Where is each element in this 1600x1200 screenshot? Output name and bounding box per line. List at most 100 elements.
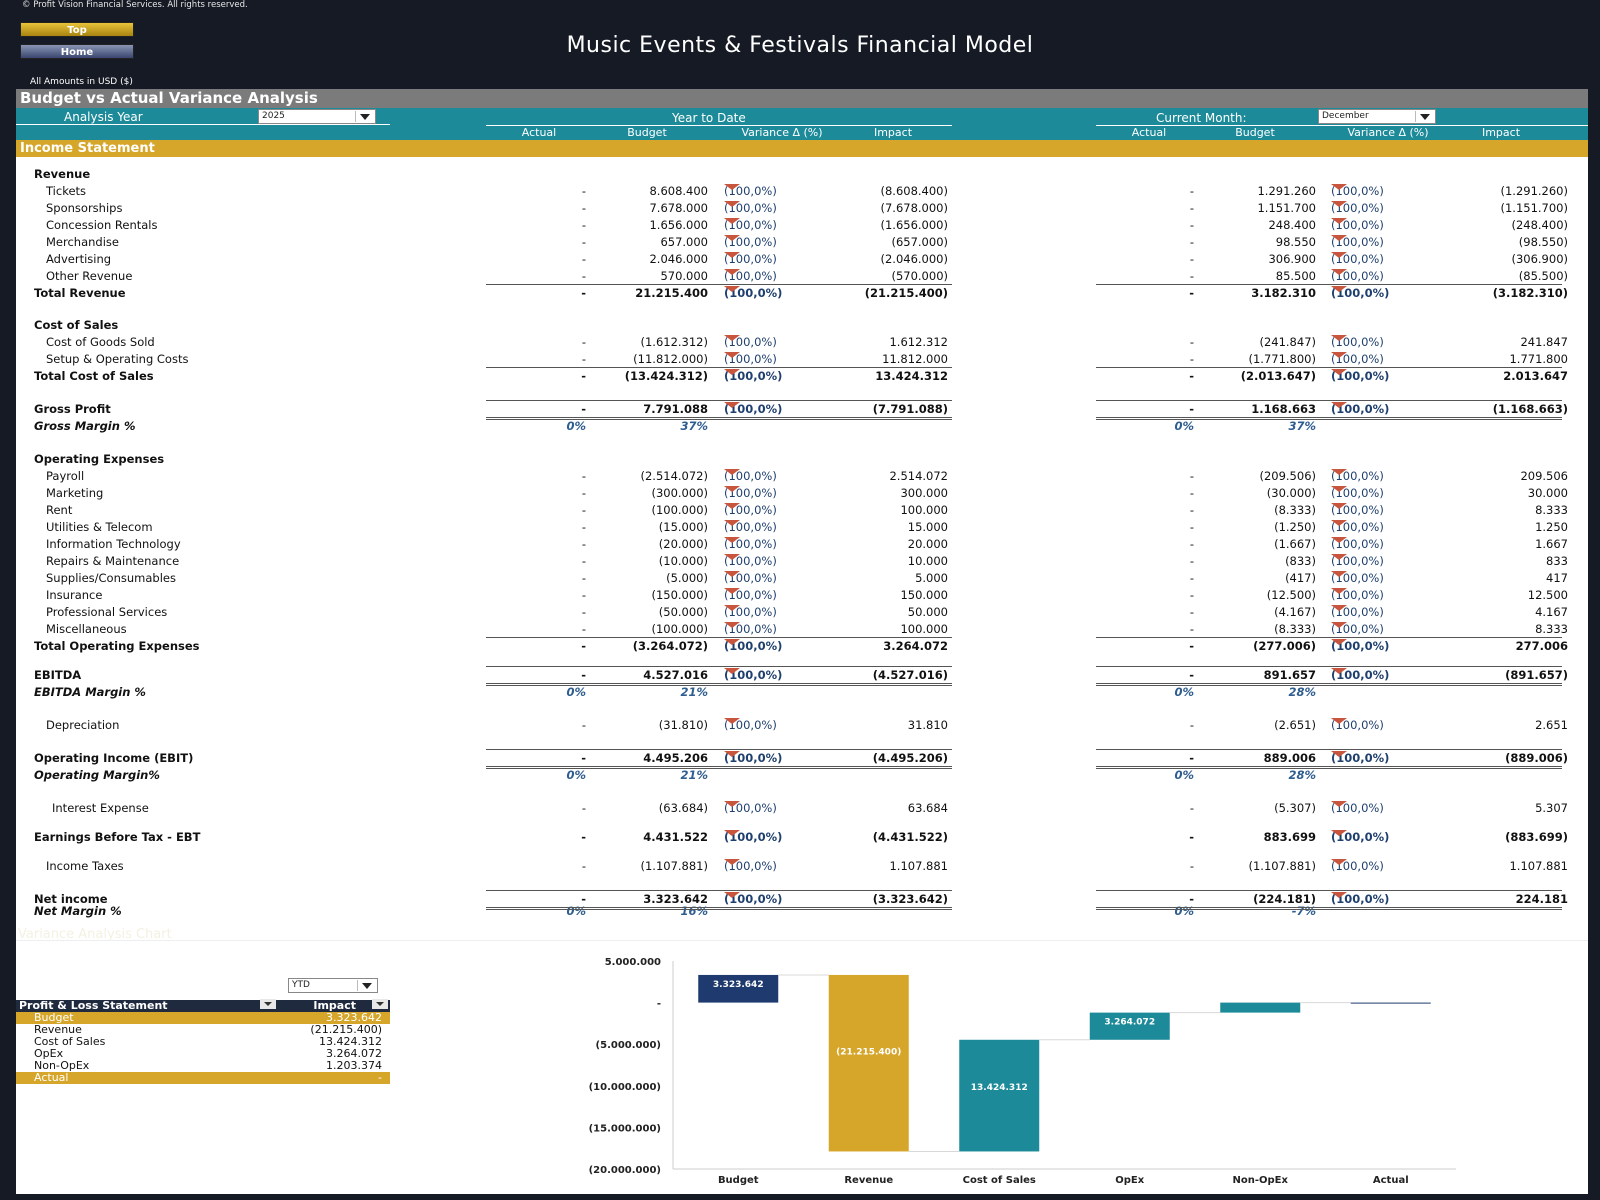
- y-tick-label: -: [657, 999, 661, 1010]
- down-triangle-icon: [1331, 503, 1347, 509]
- current-month-select[interactable]: December: [1318, 109, 1436, 124]
- row-label: Gross Profit: [34, 402, 111, 416]
- cell-mb: (241.847): [1259, 335, 1316, 349]
- cell-mi: (306.900): [1511, 252, 1568, 266]
- cell-ya: -: [581, 718, 586, 732]
- down-triangle-icon: [1331, 801, 1347, 807]
- cell-mi: (98.550): [1518, 235, 1568, 249]
- down-triangle-icon: [1331, 335, 1347, 341]
- cell-yi: 1.107.881: [889, 859, 948, 873]
- cell-yi: (657.000): [891, 235, 948, 249]
- down-triangle-icon: [1331, 184, 1347, 190]
- cell-ma: -: [1189, 892, 1194, 906]
- down-triangle-icon: [1331, 520, 1347, 526]
- cell-ma: -: [1189, 184, 1194, 198]
- cell-yi: (570.000): [891, 269, 948, 283]
- cell-mi: 12.500: [1527, 588, 1568, 602]
- cell-ya: -: [581, 402, 586, 416]
- down-triangle-icon: [724, 469, 740, 475]
- cell-ya: -: [581, 335, 586, 349]
- cell-yb: (100.000): [651, 622, 708, 636]
- down-triangle-icon: [724, 184, 740, 190]
- variance-cell: (100,0%): [1331, 639, 1441, 653]
- pl-row-label: Budget: [34, 1011, 74, 1024]
- period-select[interactable]: YTD: [288, 978, 378, 993]
- filter-dropdown-icon[interactable]: [372, 999, 388, 1009]
- down-triangle-icon: [1331, 235, 1347, 241]
- variance-cell: (100,0%): [724, 218, 834, 232]
- variance-cell: (100,0%): [724, 486, 834, 500]
- variance-cell: (100,0%): [724, 668, 834, 682]
- down-triangle-icon: [1331, 269, 1347, 275]
- cell-mi: 277.006: [1515, 639, 1568, 653]
- pl-header-label: Profit & Loss Statement: [19, 999, 168, 1012]
- cell-ya: 0%: [566, 419, 586, 433]
- cell-mb: 1.291.260: [1257, 184, 1316, 198]
- cell-yi: (1.656.000): [880, 218, 948, 232]
- table-row: Total Cost of Sales - (13.424.312) 13.424.3…: [16, 369, 1588, 385]
- cell-yi: 3.264.072: [883, 639, 948, 653]
- cell-mi: (3.182.310): [1492, 286, 1568, 300]
- down-triangle-icon: [724, 201, 740, 207]
- row-label: EBITDA: [34, 668, 82, 682]
- pl-row-value: 3.323.642: [326, 1011, 382, 1024]
- page-banner: Budget vs Actual Variance Analysis: [16, 89, 1588, 108]
- table-row: Sponsorships - 7.678.000 (7.678.000) - 1.151.…: [16, 201, 1588, 217]
- pl-row-value: 13.424.312: [319, 1035, 382, 1048]
- analysis-year-select[interactable]: 2025: [258, 109, 376, 124]
- row-label: Insurance: [46, 588, 103, 602]
- variance-cell: (100,0%): [1331, 520, 1441, 534]
- row-label: Net Margin %: [34, 904, 122, 918]
- row-label: Information Technology: [46, 537, 181, 551]
- cell-ya: -: [581, 235, 586, 249]
- table-row: Cost of Goods Sold - (1.612.312) 1.612.312 -…: [16, 335, 1588, 351]
- cell-ma: -: [1189, 801, 1194, 815]
- pl-row-label: Cost of Sales: [34, 1035, 106, 1048]
- row-label: Merchandise: [46, 235, 119, 249]
- table-row: Cost of Sales: [16, 318, 1588, 334]
- variance-cell: (100,0%): [1331, 269, 1441, 283]
- analysis-year-label: Analysis Year: [64, 110, 143, 124]
- cell-ma: -: [1189, 218, 1194, 232]
- cell-yi: (4.495.206): [872, 751, 948, 765]
- variance-cell: (100,0%): [724, 751, 834, 765]
- variance-cell: (100,0%): [1331, 486, 1441, 500]
- cell-ma: 0%: [1174, 419, 1194, 433]
- chevron-down-icon[interactable]: [1415, 111, 1433, 122]
- down-triangle-icon: [724, 352, 740, 358]
- home-button[interactable]: Home: [20, 44, 134, 59]
- down-triangle-icon: [724, 751, 740, 757]
- cell-ya: -: [581, 286, 586, 300]
- down-triangle-icon: [724, 605, 740, 611]
- cell-ya: -: [581, 668, 586, 682]
- cell-mb: 28%: [1288, 768, 1316, 782]
- cell-yb: (300.000): [651, 486, 708, 500]
- chevron-down-icon[interactable]: [355, 111, 373, 122]
- cell-yi: 31.810: [907, 718, 948, 732]
- cell-ya: -: [581, 503, 586, 517]
- cell-mb: (12.500): [1266, 588, 1316, 602]
- cell-yb: 21%: [680, 768, 708, 782]
- row-label: Operating Expenses: [34, 452, 165, 466]
- filter-dropdown-icon[interactable]: [260, 999, 276, 1009]
- cell-ma: -: [1189, 830, 1194, 844]
- cell-yb: 657.000: [660, 235, 708, 249]
- cell-ma: -: [1189, 286, 1194, 300]
- table-row: Setup & Operating Costs - (11.812.000) 11.8…: [16, 352, 1588, 368]
- x-category-label: Revenue: [844, 1175, 893, 1186]
- table-row: Tickets - 8.608.400 (8.608.400) - 1.291.260 (1…: [16, 184, 1588, 200]
- cell-ya: 0%: [566, 768, 586, 782]
- cell-mi: 1.107.881: [1509, 859, 1568, 873]
- cell-ma: -: [1189, 668, 1194, 682]
- top-button[interactable]: Top: [20, 22, 134, 37]
- variance-cell: (100,0%): [724, 402, 834, 416]
- row-label: Total Operating Expenses: [34, 639, 200, 653]
- cell-mi: 833: [1546, 554, 1568, 568]
- variance-cell: (100,0%): [724, 830, 834, 844]
- variance-cell: (100,0%): [1331, 286, 1441, 300]
- ytd-actual-header: Actual: [521, 126, 557, 139]
- chevron-down-icon[interactable]: [357, 980, 375, 991]
- variance-cell: (100,0%): [1331, 718, 1441, 732]
- down-triangle-icon: [724, 588, 740, 594]
- cell-ma: -: [1189, 486, 1194, 500]
